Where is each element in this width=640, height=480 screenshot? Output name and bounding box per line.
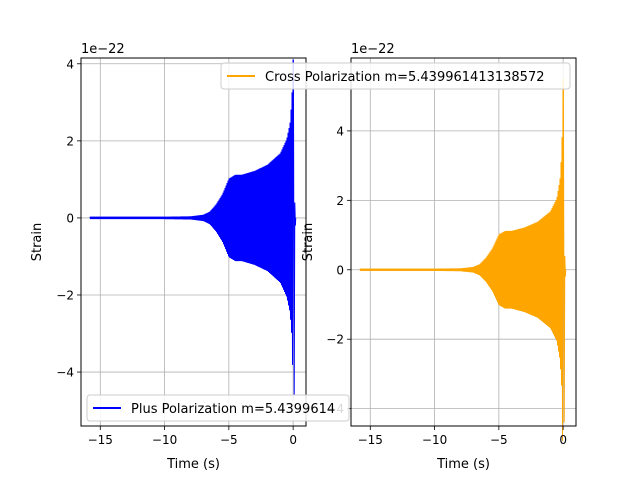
x-tick-label: 0	[559, 433, 567, 447]
right-legend-box	[220, 62, 571, 90]
right-legend: Cross Polarization m=5.439961413138572	[220, 62, 571, 90]
x-tick-label: −15	[358, 433, 383, 447]
right-y-axis-label: Strain	[301, 223, 316, 262]
y-tick-label: 2	[336, 194, 344, 208]
y-tick-label: 2	[66, 134, 74, 148]
x-tick-label: −10	[152, 433, 177, 447]
left-offset-text: 1e−22	[81, 42, 125, 57]
x-tick-label: −5	[220, 433, 238, 447]
y-tick-label: −2	[326, 333, 344, 347]
right-legend-label: Cross Polarization m=5.439961413138572	[265, 70, 544, 85]
left-legend-box	[86, 394, 350, 422]
left-waveform	[89, 59, 297, 396]
left-ticks: −15 −10 −5 0 −4 −2 0 2 4	[56, 57, 297, 447]
y-tick-label: −4	[56, 366, 74, 380]
right-offset-text: 1e−22	[351, 42, 395, 57]
left-axes-frame	[80, 57, 307, 427]
y-tick-label: 4	[66, 57, 74, 71]
left-legend-label: Plus Polarization m=5.4399614	[131, 402, 335, 417]
left-x-axis-label: Time (s)	[166, 457, 220, 472]
right-waveform	[359, 78, 567, 441]
right-x-axis-label: Time (s)	[436, 457, 490, 472]
left-panel: −15 −10 −5 0 −4 −2 0 2 4 1e−22 Time (s) Strain	[30, 42, 307, 472]
x-tick-label: −15	[88, 433, 113, 447]
right-axes-frame	[350, 57, 577, 427]
x-tick-label: 0	[289, 433, 297, 447]
y-tick-label: 0	[336, 263, 344, 277]
y-tick-label: 4	[336, 124, 344, 138]
x-tick-label: −5	[490, 433, 508, 447]
x-tick-label: −10	[422, 433, 447, 447]
left-legend: Plus Polarization m=5.4399614	[86, 394, 350, 422]
left-y-axis-label: Strain	[30, 223, 45, 262]
y-tick-label: 0	[66, 211, 74, 225]
y-tick-label: −2	[56, 288, 74, 302]
